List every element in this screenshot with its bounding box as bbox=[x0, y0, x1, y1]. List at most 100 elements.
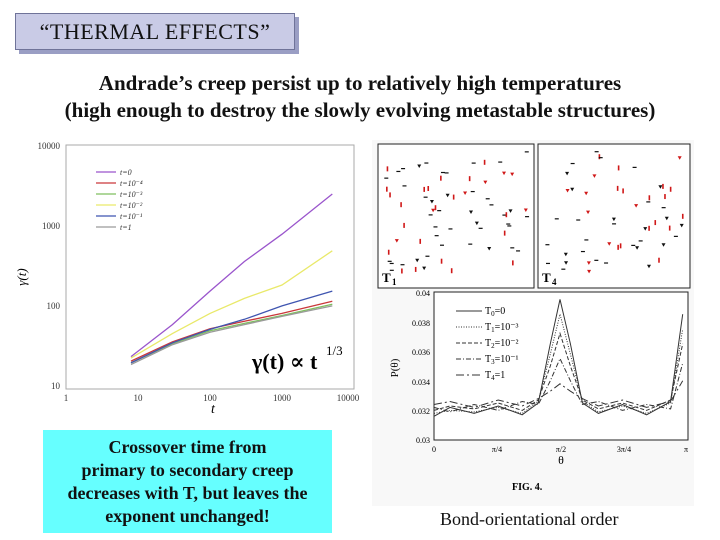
defect-mark bbox=[512, 260, 514, 266]
creep-ytick: 100 bbox=[47, 301, 61, 311]
order-legend-label: T2=10⁻² bbox=[485, 338, 519, 350]
order-xlabel: θ bbox=[558, 453, 564, 467]
defect-mark bbox=[485, 198, 490, 200]
creep-xtick: 1 bbox=[64, 393, 69, 403]
defect-mark bbox=[387, 249, 390, 255]
defect-mark bbox=[617, 165, 620, 171]
order-xtick: π/2 bbox=[556, 445, 566, 454]
crossover-callout: Crossover time from primary to secondary… bbox=[43, 430, 332, 533]
order-ytick: 0.036 bbox=[412, 348, 430, 357]
defect-mark bbox=[489, 204, 494, 206]
order-legend-value: =10⁻³ bbox=[495, 322, 519, 333]
defect-mark bbox=[664, 216, 669, 221]
defect-mark bbox=[586, 210, 591, 215]
defect-mark bbox=[419, 238, 422, 244]
defect-mark bbox=[570, 162, 575, 165]
defect-mark bbox=[502, 171, 507, 176]
defect-mark bbox=[452, 194, 455, 200]
creep-xlabel: t bbox=[211, 402, 216, 415]
creep-legend-label: t=1 bbox=[120, 223, 132, 232]
creep-xtick: 10000 bbox=[337, 393, 360, 403]
defect-mark bbox=[400, 202, 402, 208]
defect-mark bbox=[415, 258, 420, 263]
defect-mark bbox=[677, 156, 682, 160]
creep-legend: t=0 t=10⁻⁴ t=10⁻³ t=10⁻² t=10⁻¹ t=1 bbox=[96, 168, 143, 232]
defect-mark bbox=[607, 242, 612, 246]
order-ytick: 0.034 bbox=[412, 378, 430, 387]
defect-mark bbox=[389, 192, 391, 198]
order-figure-number: FIG. 4. bbox=[512, 482, 543, 493]
defect-mark bbox=[510, 172, 515, 177]
defect-mark bbox=[576, 219, 581, 221]
defect-mark bbox=[525, 216, 530, 218]
defect-mark bbox=[668, 225, 671, 231]
snapshot-t4-label: T bbox=[542, 270, 551, 285]
defect-mark bbox=[439, 244, 444, 246]
defect-mark bbox=[433, 226, 438, 228]
defect-mark bbox=[440, 258, 443, 264]
creep-legend-label: t=0 bbox=[120, 168, 132, 177]
order-xtick: 0 bbox=[432, 445, 436, 454]
defect-mark bbox=[545, 262, 550, 265]
defect-mark bbox=[580, 250, 585, 253]
order-legend-value: =1 bbox=[495, 370, 506, 381]
defect-mark bbox=[401, 268, 403, 274]
creep-xtick: 100 bbox=[203, 393, 217, 403]
defect-mark bbox=[592, 174, 597, 178]
slide-title: “THERMAL EFFECTS” bbox=[15, 13, 295, 50]
defect-mark bbox=[584, 191, 589, 196]
defect-mark bbox=[401, 168, 406, 170]
defect-mark bbox=[444, 172, 449, 174]
snapshot-t4-frame bbox=[537, 143, 691, 289]
defect-mark bbox=[468, 243, 473, 245]
order-legend-label: T3=10⁻¹ bbox=[485, 354, 519, 366]
defect-mark bbox=[468, 176, 471, 182]
defect-mark bbox=[487, 247, 492, 251]
defect-mark bbox=[617, 244, 619, 250]
defect-mark bbox=[384, 177, 389, 179]
creep-ytick: 10000 bbox=[38, 141, 61, 151]
creep-legend-label: t=10⁻³ bbox=[120, 190, 143, 199]
defect-mark bbox=[437, 210, 442, 212]
order-legend: T0=0 T1=10⁻³ T2=10⁻² T3=10⁻¹ T4=1 bbox=[454, 300, 522, 392]
defect-mark bbox=[584, 239, 589, 241]
defect-mark bbox=[654, 220, 657, 226]
defect-mark bbox=[658, 185, 663, 189]
defect-mark bbox=[506, 223, 511, 225]
defect-mark bbox=[545, 244, 550, 246]
callout-text: Crossover time from primary to secondary… bbox=[67, 436, 308, 526]
order-xtick: π bbox=[684, 445, 688, 454]
defect-mark bbox=[469, 210, 474, 215]
defect-mark bbox=[564, 261, 569, 265]
defect-mark bbox=[427, 186, 430, 192]
defect-mark bbox=[594, 259, 599, 261]
headline-line-2: (high enough to destroy the slowly evolv… bbox=[64, 98, 656, 122]
defect-mark bbox=[470, 190, 475, 193]
defect-mark bbox=[681, 213, 684, 219]
defect-mark bbox=[565, 188, 570, 193]
defect-mark bbox=[648, 195, 651, 201]
defect-mark bbox=[478, 227, 483, 229]
creep-tick-group: 10000 1000 100 10 1 10 100 1000 10000 bbox=[38, 141, 360, 403]
order-xtick: π/4 bbox=[492, 445, 502, 454]
defect-mark bbox=[632, 166, 637, 168]
creep-ytick: 1000 bbox=[42, 221, 61, 231]
defect-mark bbox=[450, 268, 453, 274]
defect-mark bbox=[423, 186, 426, 192]
defect-mark bbox=[563, 252, 568, 257]
order-series-line bbox=[433, 357, 684, 413]
defect-mark bbox=[598, 157, 603, 159]
creep-xtick: 1000 bbox=[273, 393, 292, 403]
order-legend-bg bbox=[454, 300, 522, 392]
defect-mark bbox=[394, 239, 399, 243]
order-legend-value: =10⁻² bbox=[495, 338, 519, 349]
defect-mark bbox=[661, 243, 666, 247]
order-legend-label: T0=0 bbox=[485, 306, 505, 318]
creep-plot-frame bbox=[65, 144, 355, 390]
defect-mark bbox=[434, 235, 439, 237]
creep-ylabel: γ(t) bbox=[14, 268, 29, 285]
headline: Andrade’s creep persist up to relatively… bbox=[0, 70, 720, 124]
defect-mark bbox=[604, 262, 609, 264]
defect-mark bbox=[389, 262, 394, 265]
defect-mark bbox=[502, 214, 507, 216]
